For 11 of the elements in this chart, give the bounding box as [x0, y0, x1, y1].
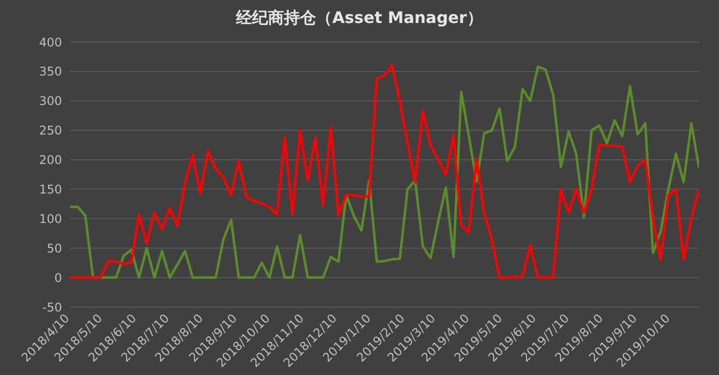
y-tick-label: 300: [39, 94, 62, 108]
y-tick-label: 150: [39, 182, 62, 196]
y-tick-label: 250: [39, 124, 62, 138]
y-tick-label: 350: [39, 64, 62, 79]
y-tick-label: 50: [46, 241, 62, 256]
y-tick-label: 400: [39, 35, 62, 50]
y-tick-label: 0: [54, 270, 62, 285]
y-tick-label: 200: [39, 153, 62, 168]
chart-title: 经纪商持仓（Asset Manager）: [234, 8, 484, 29]
y-tick-label: -50: [42, 300, 62, 314]
y-tick-label: 100: [39, 212, 62, 226]
